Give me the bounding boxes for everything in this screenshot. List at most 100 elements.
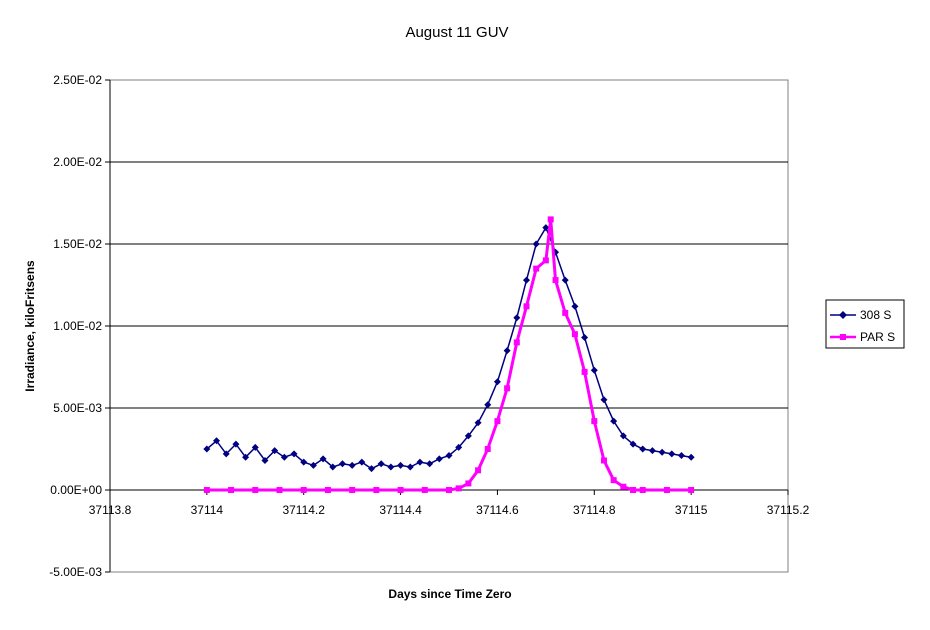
data-point	[561, 276, 569, 284]
data-point	[687, 453, 695, 461]
data-point	[677, 452, 685, 460]
data-point	[222, 450, 230, 458]
data-point	[630, 487, 637, 493]
data-point	[324, 487, 331, 493]
y-tick-label: 2.50E-02	[53, 73, 102, 87]
data-point	[445, 452, 453, 460]
data-point	[446, 487, 452, 493]
data-point	[493, 378, 501, 386]
data-point	[242, 453, 250, 461]
data-point	[552, 277, 559, 284]
legend-label-par-s: PAR S	[860, 330, 895, 344]
legend-item-par-s: PAR S	[830, 330, 895, 344]
series-line-par-s	[206, 219, 692, 492]
data-point	[590, 366, 598, 374]
plot-area: 37113.8 37114 37114.2 37114.4 37114.6 37114.8…	[49, 73, 809, 579]
y-tick-label: 2.00E-02	[53, 155, 102, 169]
series-layer	[203, 216, 695, 493]
data-point	[504, 385, 511, 392]
data-point	[464, 432, 472, 440]
series-par-s	[203, 216, 695, 493]
data-point	[319, 455, 327, 463]
data-point	[213, 437, 221, 445]
y-axis-title: Irradiance, kiloFritsens	[23, 260, 37, 392]
data-point	[475, 467, 482, 474]
data-point	[329, 463, 337, 471]
data-point	[571, 331, 578, 338]
data-point	[435, 455, 443, 463]
data-point	[639, 445, 647, 453]
data-point	[668, 450, 676, 458]
data-point	[591, 418, 598, 425]
data-point	[416, 458, 424, 466]
data-point	[547, 216, 554, 223]
legend-item-308-s: 308 S	[830, 308, 891, 322]
data-point	[658, 448, 666, 456]
data-point	[648, 447, 656, 455]
data-point	[421, 487, 428, 493]
data-point	[397, 487, 404, 493]
data-point	[494, 418, 501, 425]
data-point	[542, 257, 549, 264]
legend-label-308-s: 308 S	[860, 308, 891, 322]
x-axis-title: Days since Time Zero	[388, 587, 511, 601]
data-point	[300, 458, 308, 466]
x-tick-label: 37115.2	[767, 503, 810, 517]
data-point	[465, 480, 472, 487]
x-tick-label: 37114.2	[282, 503, 325, 517]
data-point	[542, 224, 550, 232]
data-point	[377, 460, 385, 468]
data-point	[620, 483, 627, 490]
data-point	[426, 460, 434, 468]
data-point	[522, 276, 530, 284]
data-point	[581, 333, 589, 341]
x-tick-label: 37114	[191, 503, 224, 517]
data-point	[523, 303, 530, 310]
data-point	[280, 453, 288, 461]
data-point	[571, 302, 579, 310]
y-tick-label: 1.50E-02	[53, 237, 102, 251]
legend: 308 S PAR S	[825, 299, 905, 349]
y-axis: -5.00E-03 0.00E+00 5.00E-03 1.00E-02 1.50E-0…	[49, 73, 111, 579]
data-point	[600, 457, 607, 464]
x-tick-label: 37114.6	[476, 503, 519, 517]
data-point	[513, 314, 521, 322]
data-point	[373, 487, 380, 493]
data-point	[688, 487, 695, 493]
data-point	[397, 461, 405, 469]
y-tick-label: -5.00E-03	[49, 565, 102, 579]
data-point	[663, 487, 670, 493]
data-point	[619, 432, 627, 440]
data-point	[610, 477, 617, 484]
y-tick-label: 5.00E-03	[53, 401, 102, 415]
y-tick-label: 0.00E+00	[50, 483, 102, 497]
data-point	[203, 487, 210, 493]
chart-title: August 11 GUV	[405, 24, 508, 41]
data-point	[513, 339, 520, 346]
data-point	[368, 465, 376, 473]
gridlines	[110, 161, 788, 491]
data-point	[532, 240, 540, 248]
data-point	[290, 450, 298, 458]
data-point	[406, 463, 414, 471]
data-point	[484, 401, 492, 409]
data-point	[261, 456, 269, 464]
data-point	[484, 446, 491, 452]
data-point	[610, 417, 618, 425]
x-tick-label: 37115	[675, 503, 708, 517]
data-point	[349, 487, 356, 493]
data-point	[232, 440, 240, 448]
series-308-s	[203, 224, 695, 473]
y-tick-label: 1.00E-02	[53, 319, 102, 333]
data-point	[581, 368, 588, 375]
data-point	[251, 443, 259, 451]
data-point	[271, 447, 279, 455]
x-tick-label: 37114.8	[573, 503, 616, 517]
legend-box	[825, 299, 905, 349]
data-point	[338, 460, 346, 468]
data-point	[348, 461, 356, 469]
data-point	[203, 445, 211, 453]
data-point	[228, 487, 235, 493]
data-point	[600, 396, 608, 404]
